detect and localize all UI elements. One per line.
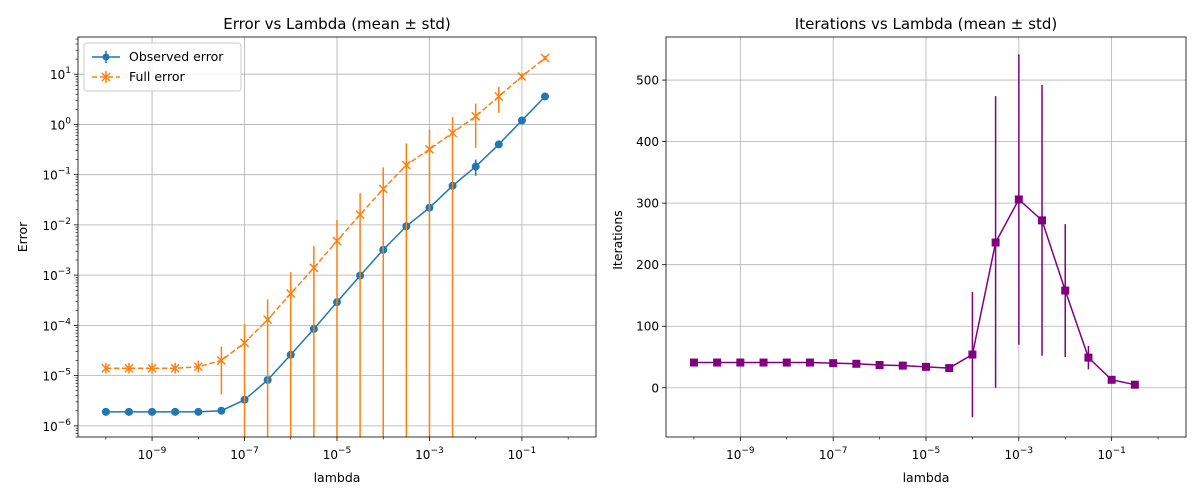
error-x-tick-label: 10−7 (230, 446, 259, 462)
iterations-x-tick-label: 10−1 (1097, 446, 1126, 462)
iterations-point (991, 238, 1000, 247)
full-error-point (263, 315, 273, 325)
iterations-point (759, 358, 768, 367)
error-x-tick-label: 10−5 (323, 446, 352, 462)
iterations-x-tick-label: 10−3 (1005, 446, 1034, 462)
iterations-chart-axes-frame (665, 36, 1187, 438)
iterations-point (829, 359, 838, 368)
iterations-point (736, 358, 745, 367)
full-error-point (147, 363, 157, 373)
observed-error-point (171, 407, 180, 416)
iterations-chart-xlabel: lambda (903, 470, 950, 485)
observed-error-point (194, 407, 203, 416)
error-y-tick-label: 10−2 (42, 217, 71, 233)
legend-observed-marker (92, 51, 120, 63)
full-error-point (240, 338, 250, 348)
observed-error-point (517, 116, 526, 125)
iterations-point (852, 359, 861, 368)
iterations-y-tick-label: 400 (636, 135, 659, 149)
error-y-tick-label: 101 (50, 66, 71, 82)
full-error-line (105, 57, 546, 370)
iterations-point (875, 361, 884, 369)
observed-error-point (217, 406, 226, 415)
full-error-point (216, 355, 226, 366)
iterations-point (1038, 216, 1047, 225)
error-y-tick-label: 10−1 (42, 167, 71, 183)
full-error-point (424, 144, 434, 154)
iterations-point (922, 362, 930, 371)
iterations-point (1014, 195, 1023, 204)
iterations-point (689, 358, 698, 367)
observed-error-point (541, 92, 550, 101)
full-error-point (471, 111, 481, 121)
full-error-point (378, 184, 388, 194)
iterations-x-tick-label: 10−5 (912, 446, 941, 462)
iterations-point (805, 358, 814, 367)
legend-observed-label: Observed error (129, 49, 224, 64)
iterations-point (1130, 380, 1139, 389)
full-error-point (517, 71, 527, 82)
iterations-point (1061, 286, 1070, 295)
full-error-point (101, 363, 111, 373)
iterations-y-tick-label: 0 (651, 381, 659, 395)
iterations-point (782, 358, 791, 367)
full-error-point (124, 363, 134, 373)
legend: Observed error Full error (83, 42, 242, 92)
observed-error-point (101, 407, 110, 416)
observed-error-point (124, 407, 133, 416)
iterations-point (1107, 375, 1116, 384)
error-y-tick-label: 10−6 (42, 418, 71, 434)
error-y-tick-label: 10−5 (42, 368, 71, 384)
full-error-point (193, 362, 203, 372)
iterations-point (968, 350, 977, 359)
iterations-point (713, 358, 722, 367)
iterations-y-tick-label: 100 (636, 320, 659, 334)
full-error-point (355, 210, 365, 220)
iterations-x-tick-label: 10−7 (819, 446, 848, 462)
iterations-y-tick-label: 300 (636, 197, 659, 211)
error-chart-ylabel: Error (15, 221, 30, 252)
full-error-point (286, 289, 296, 299)
error-x-tick-label: 10−1 (508, 446, 537, 462)
error-y-tick-label: 10−3 (42, 267, 71, 283)
iterations-chart-title: Iterations vs Lambda (mean ± std) (795, 15, 1057, 33)
observed-error-point (471, 162, 480, 171)
iterations-y-tick-label: 500 (636, 74, 659, 88)
legend-full-marker (92, 71, 120, 83)
error-chart-axes-frame (77, 36, 597, 438)
iterations-point (1084, 353, 1093, 362)
full-error-point (448, 128, 458, 138)
observed-error-point (494, 140, 503, 149)
full-error-point (309, 263, 319, 273)
error-x-tick-label: 10−3 (415, 446, 444, 462)
error-chart-xlabel: lambda (314, 470, 361, 485)
iterations-point (898, 361, 907, 370)
full-error-point (540, 53, 550, 63)
full-error-point (170, 363, 180, 373)
error-chart-panel: Error vs Lambda (mean ± std) lambda Erro… (15, 15, 597, 485)
error-x-tick-label: 10−9 (138, 446, 167, 462)
error-chart-title: Error vs Lambda (mean ± std) (223, 15, 451, 33)
full-error-point (401, 160, 411, 170)
error-y-tick-label: 100 (50, 116, 71, 132)
iterations-y-tick-label: 200 (636, 258, 659, 272)
legend-box (83, 42, 242, 92)
full-error-point (494, 91, 504, 102)
observed-error-point (148, 407, 157, 416)
iterations-chart-ylabel: Iterations (610, 210, 625, 270)
iterations-x-tick-label: 10−9 (726, 446, 755, 462)
full-error-point (332, 236, 342, 246)
error-y-tick-label: 10−4 (42, 317, 71, 333)
legend-full-label: Full error (129, 69, 185, 84)
iterations-point (945, 364, 954, 373)
iterations-chart-panel: Iterations vs Lambda (mean ± std) lambda… (610, 15, 1187, 485)
